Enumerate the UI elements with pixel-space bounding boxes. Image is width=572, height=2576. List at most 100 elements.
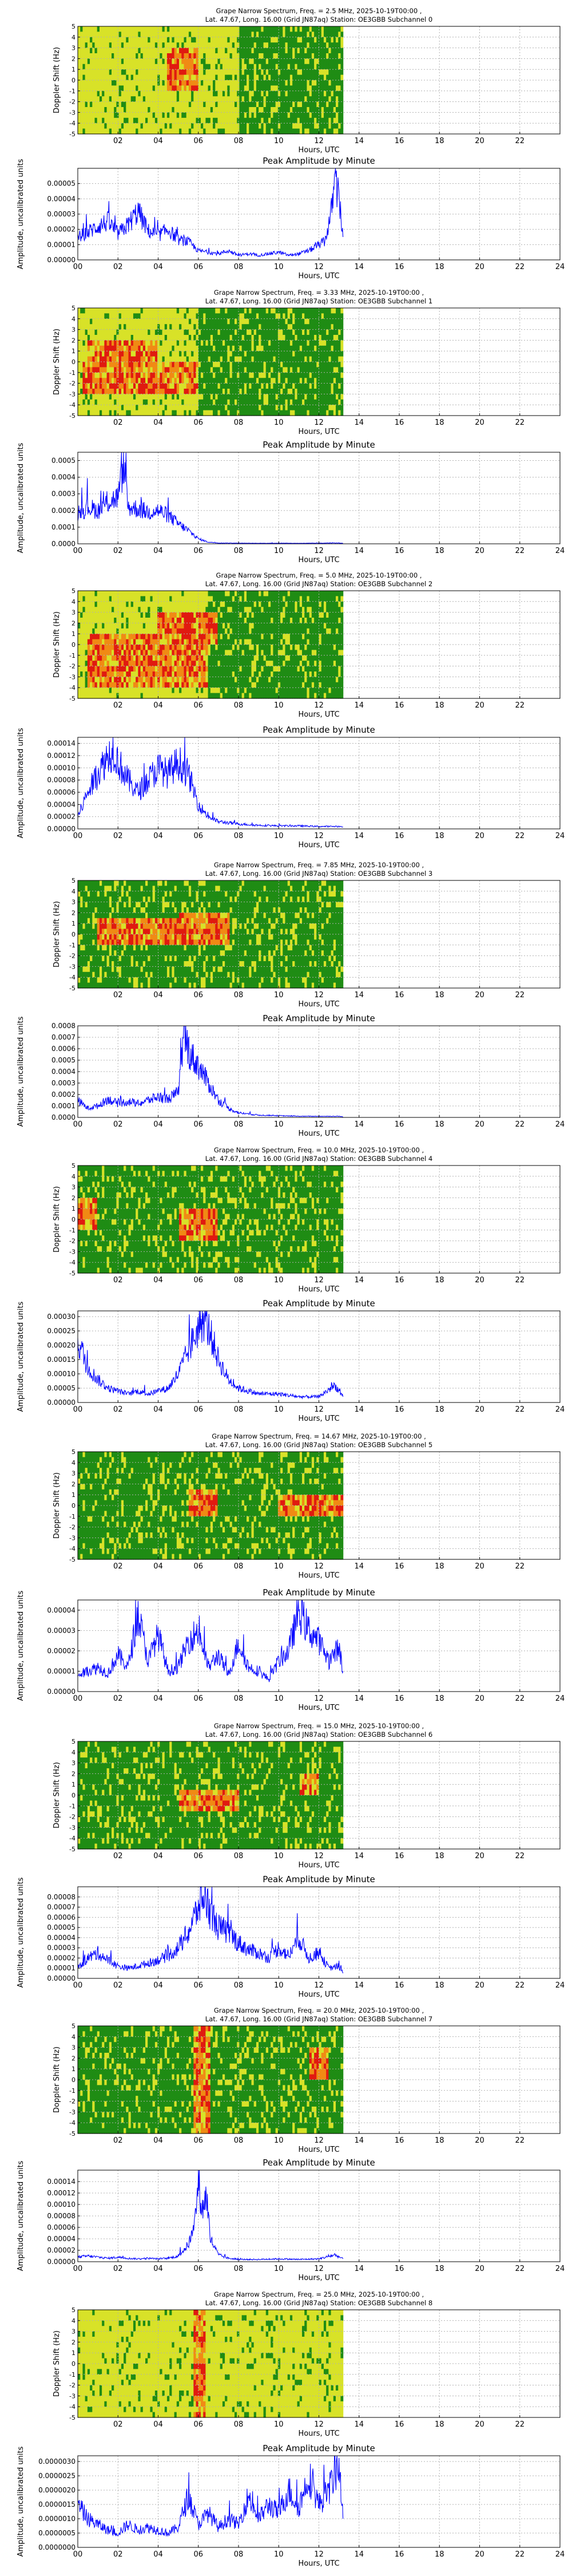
amplitude-0-xtick-label: 06 [193,263,203,271]
spectrum-5-xtick-label: 10 [274,1562,284,1571]
spectrum-1-ytick-label: 5 [72,305,76,312]
amplitude-1-xtick-label: 14 [354,547,364,555]
spectrum-2-ytick-label: -5 [69,695,76,702]
amplitude-8-xtick-label: 10 [274,2550,284,2559]
amplitude-0-xtick-label: 10 [274,263,284,271]
spectrum-7-xtick-label: 10 [274,2136,284,2145]
spectrum-5-title: Grape Narrow Spectrum, Freq. = 14.67 MHz… [212,1432,426,1440]
amplitude-8-xtick-label: 22 [515,2550,525,2559]
spectrum-6-ytick-label: 1 [72,1781,76,1788]
spectrum-2-xtick-label: 08 [234,701,244,710]
spectrum-1-xtick-label: 18 [435,418,444,427]
amplitude-2-ytick-label: 0.00008 [47,776,76,784]
amplitude-8-xtick-label: 08 [234,2550,244,2559]
spectrum-0-xtick-label: 04 [153,137,163,145]
spectrum-4-xtick-label: 06 [193,1276,203,1285]
amplitude-4-title: Peak Amplitude by Minute [263,1298,375,1309]
spectrum-0-ylabel: Doppler Shift (Hz) [53,47,61,113]
spectrum-6-ytick-label: 5 [72,1738,76,1745]
spectrum-7-ytick-label: 3 [72,2044,76,2052]
amplitude-2-xtick-label: 02 [113,832,123,840]
spectrum-5-ytick-label: 4 [72,1459,76,1467]
amplitude-5-ytick-label: 0.00001 [47,1667,76,1675]
spectrum-6-xlabel: Hours, UTC [298,1861,339,1870]
spectrum-4-ytick-label: -3 [69,1248,76,1255]
spectrum-4-ytick-label: 3 [72,1184,76,1191]
spectrum-8-xtick-label: 06 [193,2420,203,2429]
amplitude-6-xlabel: Hours, UTC [298,1990,339,1999]
spectrum-8-ylabel: Doppler Shift (Hz) [53,2330,61,2397]
amplitude-5-xtick-label: 08 [234,1694,244,1703]
spectrum-7-xtick-label: 04 [153,2136,163,2145]
amplitude-3-xtick-label: 18 [435,1120,444,1129]
amplitude-7-ylabel: Amplitude, uncalibrated units [17,2160,25,2271]
amplitude-5-xtick-label: 22 [515,1694,525,1703]
spectrum-7-ytick-label: 4 [72,2033,76,2041]
spectrum-7-xtick-label: 06 [193,2136,203,2145]
amplitude-7-xtick-label: 22 [515,2265,525,2273]
spectrum-0-xtick-label: 12 [314,137,324,145]
amplitude-7-xtick-label: 04 [153,2265,163,2273]
amplitude-4-xtick-label: 12 [314,1405,324,1414]
spectrum-8-xtick-label: 04 [153,2420,163,2429]
spectrum-0-subtitle: Lat. 47.67, Long. 16.00 (Grid JN87aq) St… [205,15,432,23]
amplitude-3-ytick-label: 0.0003 [51,1079,76,1087]
amplitude-0-xtick-label: 02 [113,263,123,271]
spectrum-4-ytick-label: 1 [72,1205,76,1212]
spectrum-8-xtick-label: 08 [234,2420,244,2429]
spectrum-8-xtick-label: 12 [314,2420,324,2429]
amplitude-4-ytick-label: 0.00005 [47,1384,76,1392]
amplitude-3-ytick-label: 0.0007 [51,1033,76,1041]
spectrum-6-ytick-label: 2 [72,1770,76,1777]
spectrum-7-xtick-label: 02 [113,2136,123,2145]
spectrum-5-ytick-label: 1 [72,1491,76,1499]
amplitude-0-ylabel: Amplitude, uncalibrated units [17,159,25,269]
amplitude-4-ytick-label: 0.00020 [47,1341,76,1349]
amplitude-3-xlabel: Hours, UTC [298,1129,339,1138]
amplitude-3-xtick-label: 14 [354,1120,364,1129]
amplitude-3-ylabel: Amplitude, uncalibrated units [17,1016,25,1127]
amplitude-6-ytick-label: 0.00003 [47,1944,76,1952]
amplitude-6-xtick-label: 02 [113,1981,123,1990]
spectrum-2-ytick-label: 1 [72,630,76,638]
spectrum-5-ytick-label: 0 [72,1502,76,1510]
amplitude-8-ylabel: Amplitude, uncalibrated units [17,2446,25,2557]
spectrum-2-ytick-label: 0 [72,641,76,649]
amplitude-4-xtick-label: 18 [435,1405,444,1414]
amplitude-0-xlabel: Hours, UTC [298,272,339,280]
amplitude-1-xtick-label: 06 [193,547,203,555]
amplitude-1-title: Peak Amplitude by Minute [263,440,375,450]
spectrum-2-ytick-label: 5 [72,587,76,595]
amplitude-2-series-line [77,737,343,828]
amplitude-8-xlabel: Hours, UTC [298,2559,339,2568]
spectrum-8-ytick-label: 5 [72,2306,76,2314]
spectrum-3-xtick-label: 08 [234,991,244,999]
amplitude-4-ytick-label: 0.00010 [47,1370,76,1378]
spectrum-0-ytick-label: 2 [72,55,76,62]
amplitude-4-xtick-label: 10 [274,1405,284,1414]
spectrum-7-ytick-label: -2 [69,2098,76,2105]
spectrum-0-ytick-label: 5 [72,23,76,30]
amplitude-6-ytick-label: 0.00006 [47,1913,76,1921]
spectrum-6-xtick-label: 14 [354,1852,364,1860]
spectrum-1-heatmap [78,308,344,416]
amplitude-7-xtick-label: 12 [314,2265,324,2273]
spectrum-4-ytick-label: 4 [72,1173,76,1180]
amplitude-1-xtick-label: 24 [555,547,565,555]
amplitude-1-xtick-label: 16 [395,547,404,555]
amplitude-8-xtick-label: 14 [354,2550,364,2559]
spectrum-6-ylabel: Doppler Shift (Hz) [53,1762,61,1828]
amplitude-7-series-line [77,2170,344,2261]
amplitude-1-ytick-label: 0.0001 [51,523,76,531]
spectrum-3-xtick-label: 02 [113,991,123,999]
spectrum-7-ytick-label: 2 [72,2055,76,2062]
amplitude-7-ytick-label: 0.00014 [47,2178,76,2186]
amplitude-2-xtick-label: 04 [153,832,163,840]
amplitude-8-xtick-label: 02 [113,2550,123,2559]
amplitude-3-title: Peak Amplitude by Minute [263,1013,375,1024]
amplitude-8-title: Peak Amplitude by Minute [263,2443,375,2453]
spectrum-7-ytick-label: -3 [69,2108,76,2116]
amplitude-1-ytick-label: 0.0004 [51,473,76,481]
amplitude-1-ylabel: Amplitude, uncalibrated units [17,442,25,553]
spectrum-6-heatmap [78,1741,344,1850]
